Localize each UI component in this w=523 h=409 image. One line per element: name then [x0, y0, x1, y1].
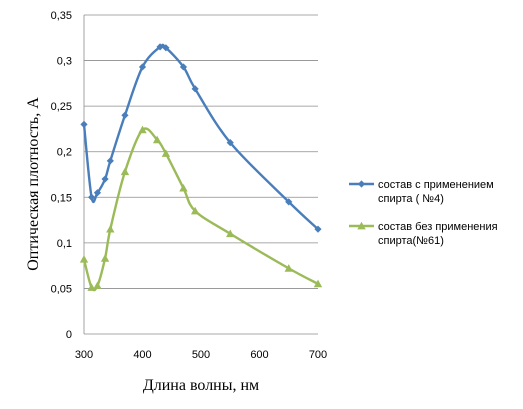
legend-label-1: состав с применением — [378, 179, 494, 191]
grid — [83, 14, 318, 335]
y-tick-label: 0,05 — [51, 283, 72, 295]
y-tick-label: 0,3 — [57, 56, 72, 68]
series-line-2 — [82, 127, 319, 292]
y-tick-label: 0 — [66, 329, 72, 341]
data-point — [100, 254, 110, 262]
data-point — [226, 229, 235, 238]
data-point — [179, 183, 188, 192]
data-point — [179, 63, 188, 71]
data-point — [138, 125, 147, 134]
legend-marker-2 — [357, 221, 366, 230]
data-point — [138, 63, 147, 71]
x-tick-label: 400 — [133, 349, 151, 361]
x-tick-label: 600 — [250, 349, 268, 361]
data-point — [88, 193, 96, 201]
x-axis-title: Длина волны, нм — [143, 377, 259, 394]
legend: состав с применением спирта ( №4) состав б… — [349, 179, 498, 247]
data-point — [79, 255, 89, 263]
data-point — [162, 44, 170, 52]
data-point — [120, 167, 130, 176]
data-point — [313, 279, 323, 288]
y-tick-label: 0,35 — [51, 10, 72, 22]
legend-label-2: состав без применения — [378, 221, 498, 233]
data-point — [106, 224, 115, 233]
legend-marker-1 — [357, 180, 366, 188]
y-tick-label: 0,15 — [51, 192, 72, 204]
y-tick-label: 0,2 — [57, 147, 72, 159]
data-point — [191, 85, 199, 93]
data-point — [101, 175, 109, 183]
data-point — [106, 157, 114, 165]
data-point — [284, 264, 293, 272]
data-point — [190, 206, 200, 215]
data-point — [80, 120, 88, 128]
data-point — [93, 281, 102, 290]
data-point — [156, 43, 164, 51]
x-tick-label: 300 — [75, 349, 93, 361]
data-point — [314, 225, 322, 233]
data-point — [93, 189, 102, 197]
data-point — [161, 149, 171, 157]
series — [79, 43, 323, 292]
legend-label-2: спирта(№61) — [378, 235, 444, 247]
x-tick-label: 700 — [309, 349, 327, 361]
x-tick-label: 500 — [192, 349, 210, 361]
legend-label-1: спирта ( №4) — [378, 193, 444, 205]
data-point — [152, 135, 162, 144]
y-tick-label: 0,25 — [51, 101, 72, 113]
tick-labels: 0 0,05 0,1 0,15 0,2 0,25 0,3 0,35 300 400 500 600 70… — [51, 10, 328, 361]
y-tick-label: 0,1 — [57, 238, 72, 250]
data-point — [226, 139, 234, 147]
data-point — [285, 198, 293, 206]
series-line-1 — [82, 43, 319, 231]
data-point — [121, 111, 129, 119]
y-axis-title: Оптическая плотность, А — [25, 97, 42, 271]
